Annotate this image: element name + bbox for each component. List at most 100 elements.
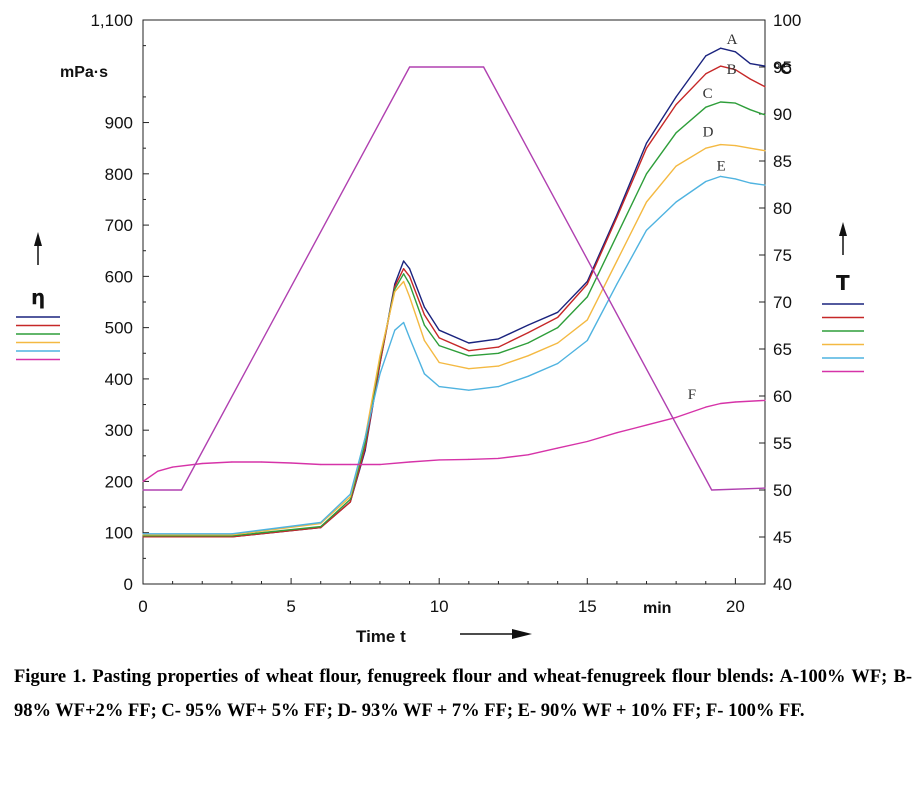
data-point-f [290,462,292,464]
data-point-a [764,65,766,67]
data-point-d [586,319,588,321]
data-point-e [379,373,381,375]
right-up-arrowhead [839,222,847,236]
data-point-c [142,535,144,537]
data-point-b [645,147,648,149]
right-tick-label: 40 [773,575,792,594]
data-point-e [497,386,500,388]
data-point-a [423,306,425,308]
right-axis-unit: °C [774,61,792,78]
data-point-a [527,324,529,326]
data-point-e [764,184,766,186]
data-point-f [719,402,722,405]
data-point-e [320,521,322,524]
data-point-d [423,339,425,342]
data-point-c [586,296,588,298]
series-line-d [143,143,766,536]
data-point-c [616,234,618,236]
data-point-temperature [483,66,485,68]
right-tick-label: 50 [773,481,792,500]
right-tick-label: 75 [773,246,792,265]
data-point-b [705,73,707,75]
left-tick-label: 200 [105,472,133,491]
data-point-e [527,375,529,377]
data-point-e [394,329,396,331]
data-point-c [705,106,707,108]
data-point-a [734,51,736,53]
data-point-e [705,180,707,183]
data-point-f [260,461,263,463]
left-tick-label: 900 [105,114,133,133]
series-line-c [143,101,766,537]
data-point-f [320,463,322,466]
data-point-e [586,339,588,342]
x-tick-label: 15 [578,597,597,616]
data-point-e [438,386,440,388]
series-line-a [143,47,766,538]
data-point-f [675,416,677,418]
x-tick-label: 10 [430,597,449,616]
data-point-c [349,498,351,500]
curve-label-b: B [727,62,737,78]
data-point-f [379,463,381,466]
series-line-temperature [143,66,766,491]
data-point-b [497,346,500,348]
data-point-b [231,536,233,538]
data-point-d [497,365,500,367]
data-point-a [705,55,707,57]
data-point-a [468,342,470,344]
data-point-e [364,437,366,439]
data-point-f [734,401,736,403]
data-point-b [349,501,351,503]
x-axis-title: Time t [356,627,406,646]
data-point-d [675,165,677,167]
data-point-b [557,316,559,318]
left-legend-swatches [16,316,60,361]
left-axis: 0 100 200 300 400 500 600 700 800 900 1,100 [90,11,149,594]
data-point-f [705,406,707,408]
data-point-e [142,533,144,535]
data-point-d [349,496,351,498]
data-point-e [616,283,618,285]
data-point-c [645,173,648,175]
data-point-d [719,143,722,146]
data-point-f [408,461,411,463]
left-tick-label: 600 [105,267,133,286]
x-tick-label: 0 [138,597,147,616]
data-point-b [468,350,470,352]
data-point-a [438,329,440,331]
data-point-a [749,62,751,65]
curve-label-c: C [703,86,713,102]
left-tick-label: 800 [105,165,133,184]
data-point-d [438,361,440,364]
data-point-b [734,69,736,71]
data-point-c [557,327,559,329]
data-point-c [527,342,529,344]
data-point-d [616,260,618,262]
right-tick-label: 55 [773,434,792,453]
data-point-c [423,324,425,326]
left-axis-unit: mPa·s [60,64,108,81]
data-point-c [438,344,440,347]
data-point-b [749,78,751,80]
data-point-e [408,337,411,339]
data-point-b [394,286,396,288]
data-point-e [645,229,648,231]
data-point-d [705,147,707,149]
data-point-a [557,311,559,313]
x-axis: 0 5 10 15 20 [138,578,745,616]
series-line-f [142,399,766,483]
curve-labels: ABC D E F [688,32,738,403]
data-point-c [675,132,677,134]
data-point-c [719,101,722,103]
data-point-d [527,355,529,357]
data-point-d [403,280,405,283]
data-point-b [764,86,766,88]
data-point-a [394,283,396,285]
data-point-d [734,145,736,147]
data-point-temperature [711,489,713,491]
left-tick-label: 1,100 [90,11,133,30]
data-point-d [468,368,470,370]
x-axis-unit: min [643,600,671,617]
